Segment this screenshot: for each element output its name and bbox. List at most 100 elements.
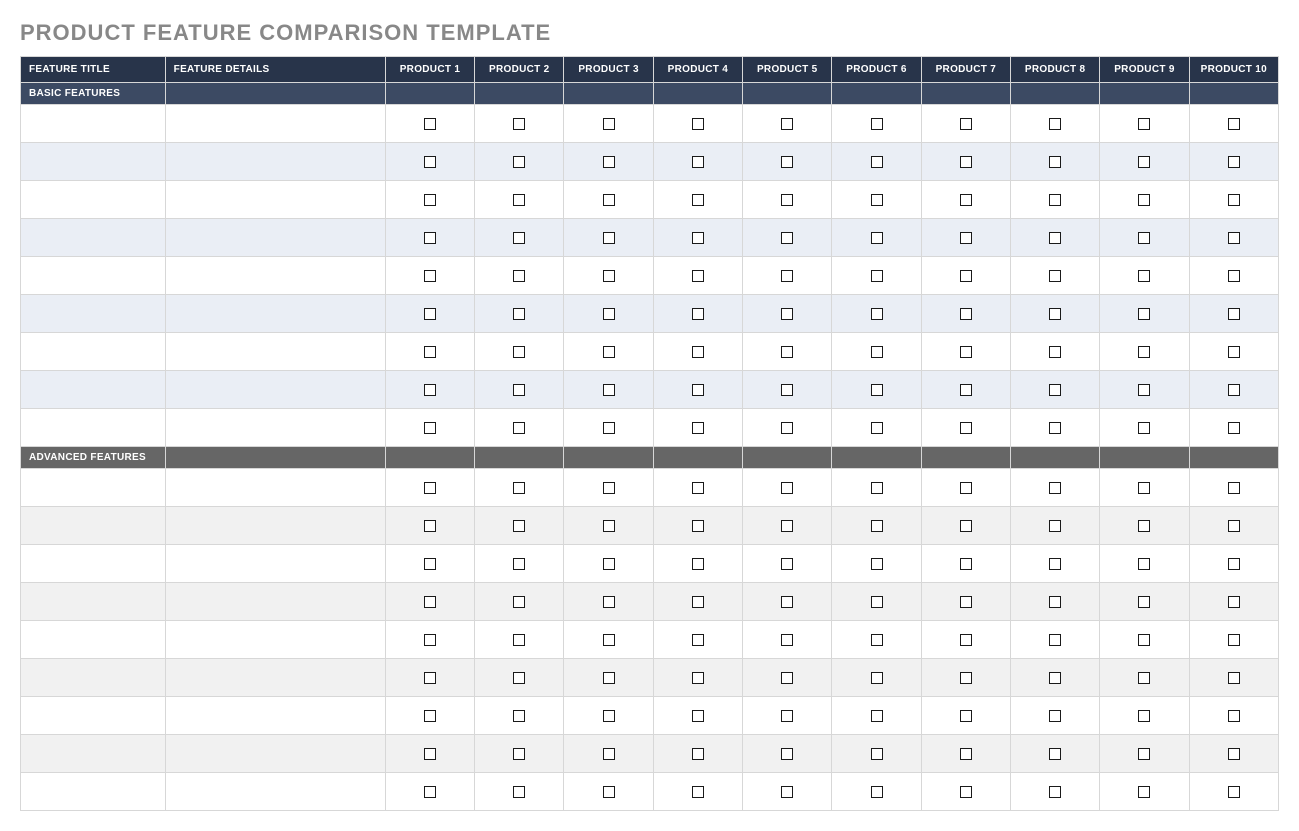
- checkbox[interactable]: [513, 596, 525, 608]
- checkbox[interactable]: [871, 270, 883, 282]
- checkbox[interactable]: [692, 558, 704, 570]
- checkbox[interactable]: [960, 384, 972, 396]
- checkbox[interactable]: [781, 118, 793, 130]
- feature-title-cell[interactable]: [21, 409, 166, 447]
- checkbox[interactable]: [1228, 786, 1240, 798]
- checkbox[interactable]: [871, 308, 883, 320]
- checkbox[interactable]: [1228, 710, 1240, 722]
- checkbox[interactable]: [692, 156, 704, 168]
- checkbox[interactable]: [513, 156, 525, 168]
- feature-title-cell[interactable]: [21, 143, 166, 181]
- checkbox[interactable]: [603, 118, 615, 130]
- checkbox[interactable]: [960, 482, 972, 494]
- checkbox[interactable]: [1049, 558, 1061, 570]
- checkbox[interactable]: [1138, 346, 1150, 358]
- feature-title-cell[interactable]: [21, 545, 166, 583]
- checkbox[interactable]: [513, 118, 525, 130]
- checkbox[interactable]: [424, 596, 436, 608]
- checkbox[interactable]: [1228, 384, 1240, 396]
- checkbox[interactable]: [1228, 118, 1240, 130]
- feature-details-cell[interactable]: [165, 295, 385, 333]
- checkbox[interactable]: [871, 558, 883, 570]
- checkbox[interactable]: [781, 194, 793, 206]
- checkbox[interactable]: [692, 308, 704, 320]
- checkbox[interactable]: [603, 270, 615, 282]
- checkbox[interactable]: [871, 672, 883, 684]
- checkbox[interactable]: [603, 786, 615, 798]
- checkbox[interactable]: [781, 596, 793, 608]
- checkbox[interactable]: [1138, 520, 1150, 532]
- checkbox[interactable]: [1138, 558, 1150, 570]
- checkbox[interactable]: [603, 194, 615, 206]
- checkbox[interactable]: [871, 748, 883, 760]
- feature-details-cell[interactable]: [165, 409, 385, 447]
- checkbox[interactable]: [424, 672, 436, 684]
- checkbox[interactable]: [692, 748, 704, 760]
- checkbox[interactable]: [1138, 308, 1150, 320]
- checkbox[interactable]: [603, 520, 615, 532]
- checkbox[interactable]: [781, 422, 793, 434]
- feature-details-cell[interactable]: [165, 143, 385, 181]
- feature-title-cell[interactable]: [21, 469, 166, 507]
- checkbox[interactable]: [424, 422, 436, 434]
- checkbox[interactable]: [960, 634, 972, 646]
- checkbox[interactable]: [871, 232, 883, 244]
- checkbox[interactable]: [1228, 346, 1240, 358]
- checkbox[interactable]: [603, 346, 615, 358]
- checkbox[interactable]: [1138, 482, 1150, 494]
- checkbox[interactable]: [692, 786, 704, 798]
- checkbox[interactable]: [513, 634, 525, 646]
- checkbox[interactable]: [1049, 156, 1061, 168]
- checkbox[interactable]: [960, 748, 972, 760]
- checkbox[interactable]: [1228, 748, 1240, 760]
- checkbox[interactable]: [603, 634, 615, 646]
- feature-title-cell[interactable]: [21, 697, 166, 735]
- checkbox[interactable]: [1138, 194, 1150, 206]
- checkbox[interactable]: [692, 710, 704, 722]
- checkbox[interactable]: [424, 748, 436, 760]
- feature-title-cell[interactable]: [21, 621, 166, 659]
- feature-title-cell[interactable]: [21, 583, 166, 621]
- checkbox[interactable]: [1138, 270, 1150, 282]
- checkbox[interactable]: [781, 748, 793, 760]
- checkbox[interactable]: [1228, 156, 1240, 168]
- checkbox[interactable]: [1049, 384, 1061, 396]
- checkbox[interactable]: [1138, 710, 1150, 722]
- checkbox[interactable]: [513, 308, 525, 320]
- checkbox[interactable]: [781, 558, 793, 570]
- checkbox[interactable]: [1228, 308, 1240, 320]
- checkbox[interactable]: [424, 384, 436, 396]
- checkbox[interactable]: [781, 346, 793, 358]
- checkbox[interactable]: [692, 520, 704, 532]
- checkbox[interactable]: [513, 384, 525, 396]
- checkbox[interactable]: [513, 482, 525, 494]
- checkbox[interactable]: [1138, 672, 1150, 684]
- checkbox[interactable]: [1049, 270, 1061, 282]
- checkbox[interactable]: [1049, 482, 1061, 494]
- checkbox[interactable]: [603, 748, 615, 760]
- checkbox[interactable]: [424, 156, 436, 168]
- checkbox[interactable]: [960, 346, 972, 358]
- feature-title-cell[interactable]: [21, 105, 166, 143]
- checkbox[interactable]: [781, 232, 793, 244]
- checkbox[interactable]: [424, 482, 436, 494]
- checkbox[interactable]: [1049, 520, 1061, 532]
- checkbox[interactable]: [424, 194, 436, 206]
- feature-title-cell[interactable]: [21, 735, 166, 773]
- checkbox[interactable]: [781, 270, 793, 282]
- checkbox[interactable]: [1049, 748, 1061, 760]
- checkbox[interactable]: [1228, 558, 1240, 570]
- feature-details-cell[interactable]: [165, 181, 385, 219]
- checkbox[interactable]: [692, 194, 704, 206]
- checkbox[interactable]: [1049, 194, 1061, 206]
- feature-details-cell[interactable]: [165, 735, 385, 773]
- checkbox[interactable]: [781, 308, 793, 320]
- checkbox[interactable]: [1049, 596, 1061, 608]
- checkbox[interactable]: [1228, 520, 1240, 532]
- checkbox[interactable]: [1228, 194, 1240, 206]
- checkbox[interactable]: [692, 232, 704, 244]
- feature-title-cell[interactable]: [21, 507, 166, 545]
- checkbox[interactable]: [1049, 786, 1061, 798]
- checkbox[interactable]: [424, 520, 436, 532]
- checkbox[interactable]: [1138, 786, 1150, 798]
